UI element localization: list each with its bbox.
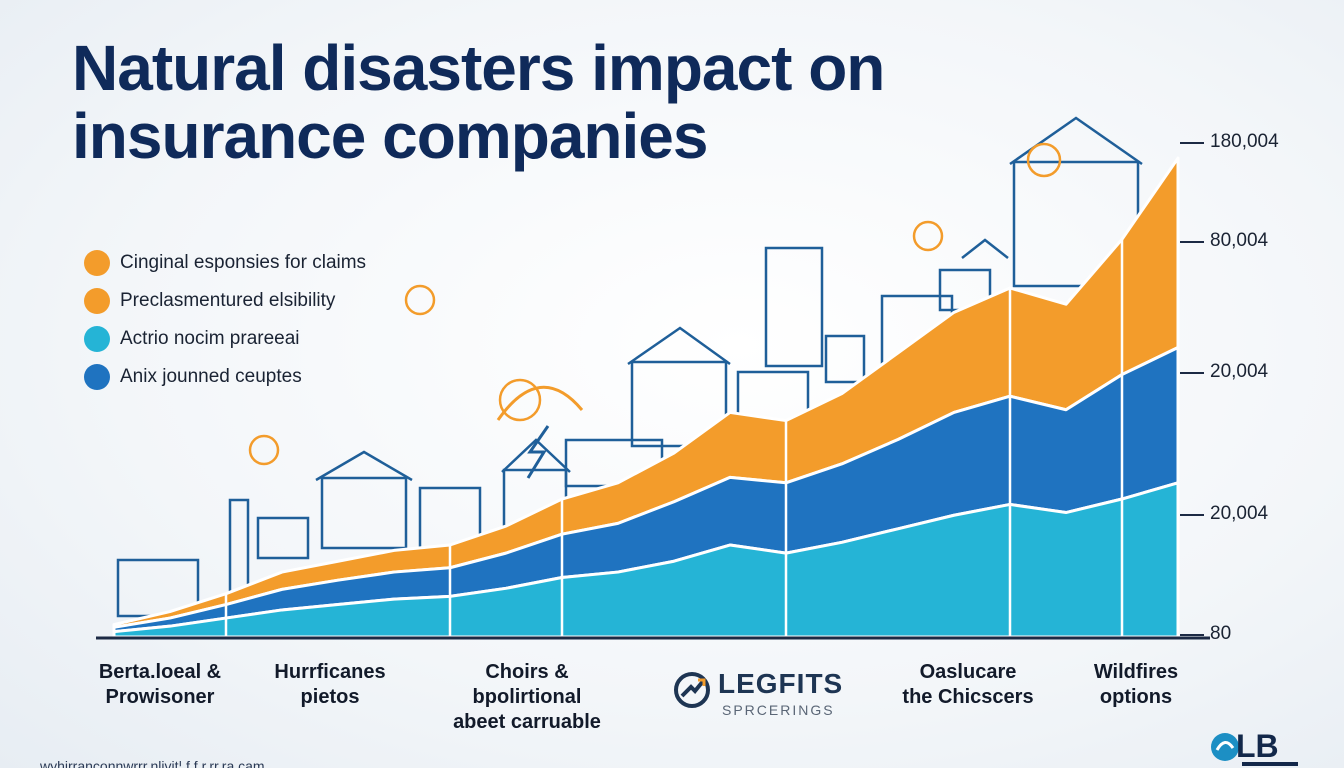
page-title: Natural disasters impact on insurance co… xyxy=(72,34,892,170)
title-line-2: insurance companies xyxy=(72,100,708,172)
legend-label: Anix jounned ceuptes xyxy=(120,366,302,387)
building-icon xyxy=(320,476,408,550)
chart-dividers xyxy=(224,239,1124,637)
x-category-label: Berta.loeal & Prowisoner xyxy=(98,661,222,708)
corner-logo: LB xyxy=(1208,728,1298,768)
roof-icon xyxy=(627,326,731,366)
y-tick-label: 20,004 xyxy=(1210,361,1269,382)
legend-swatch xyxy=(84,250,110,276)
cloud-icon xyxy=(248,434,280,466)
logo-name: LEGFITS xyxy=(718,668,844,699)
roof-icon xyxy=(501,438,571,473)
city-skyline-illustration xyxy=(116,116,1143,618)
building-icon xyxy=(630,360,728,448)
building-icon xyxy=(764,246,824,368)
legend-label: Cinginal esponsies for claims xyxy=(120,252,367,273)
legend-swatch xyxy=(84,288,110,314)
lightning-icon xyxy=(526,425,550,479)
legfits-logo: LEGFITS SPRCERINGS xyxy=(672,668,872,724)
legend-item: Cinginal esponsies for claims xyxy=(84,244,366,282)
x-category-label: Oaslucare the Chicscers xyxy=(902,661,1034,708)
sun-icon xyxy=(496,385,584,421)
y-tick-label: 80 xyxy=(1210,623,1232,644)
cloud-icon xyxy=(912,220,944,252)
chart-axes xyxy=(96,142,1210,640)
cloud-icon xyxy=(1026,142,1062,178)
legend-item: Preclasmentured elsibility xyxy=(84,282,366,320)
building-icon xyxy=(824,334,866,384)
cloud-icon xyxy=(404,284,436,316)
legend-label: Preclasmentured elsibility xyxy=(120,290,336,311)
logo-mark-icon xyxy=(674,672,710,708)
cloud-icon xyxy=(498,378,542,422)
y-tick-label: 80,004 xyxy=(1210,230,1269,251)
corner-logo-bar xyxy=(1242,762,1298,766)
building-icon xyxy=(256,516,310,560)
legend-item: Anix jounned ceuptes xyxy=(84,358,366,396)
x-category-label: Wildfires options xyxy=(1093,661,1179,708)
roof-icon xyxy=(1009,116,1143,166)
legend-swatch xyxy=(84,326,110,352)
y-tick-label: 180,004 xyxy=(1210,131,1279,152)
title-line-1: Natural disasters impact on xyxy=(72,32,885,104)
chart-legend: Cinginal esponsies for claims Preclasment… xyxy=(84,244,366,396)
corner-logo-text: LB xyxy=(1236,728,1279,764)
logo-subtitle: SPRCERINGS xyxy=(722,702,835,718)
roof-icon xyxy=(961,238,1009,259)
y-tick-label: 20,004 xyxy=(1210,503,1269,524)
x-category-label: Hurrficanes pietos xyxy=(274,661,386,708)
corner-logo-icon xyxy=(1211,733,1239,761)
legend-swatch xyxy=(84,364,110,390)
x-category-label: Choirs & bpolirtional abeet carruable xyxy=(453,661,601,733)
legend-item: Actrio nocim prareeai xyxy=(84,320,366,358)
roof-icon xyxy=(315,450,413,482)
footer-url: wyhirranconnwrrr.nlivit¦.f.f.r.rr.ra.cam xyxy=(40,758,265,768)
chart-areas xyxy=(112,156,1180,639)
legend-label: Actrio nocim prareeai xyxy=(120,328,300,349)
